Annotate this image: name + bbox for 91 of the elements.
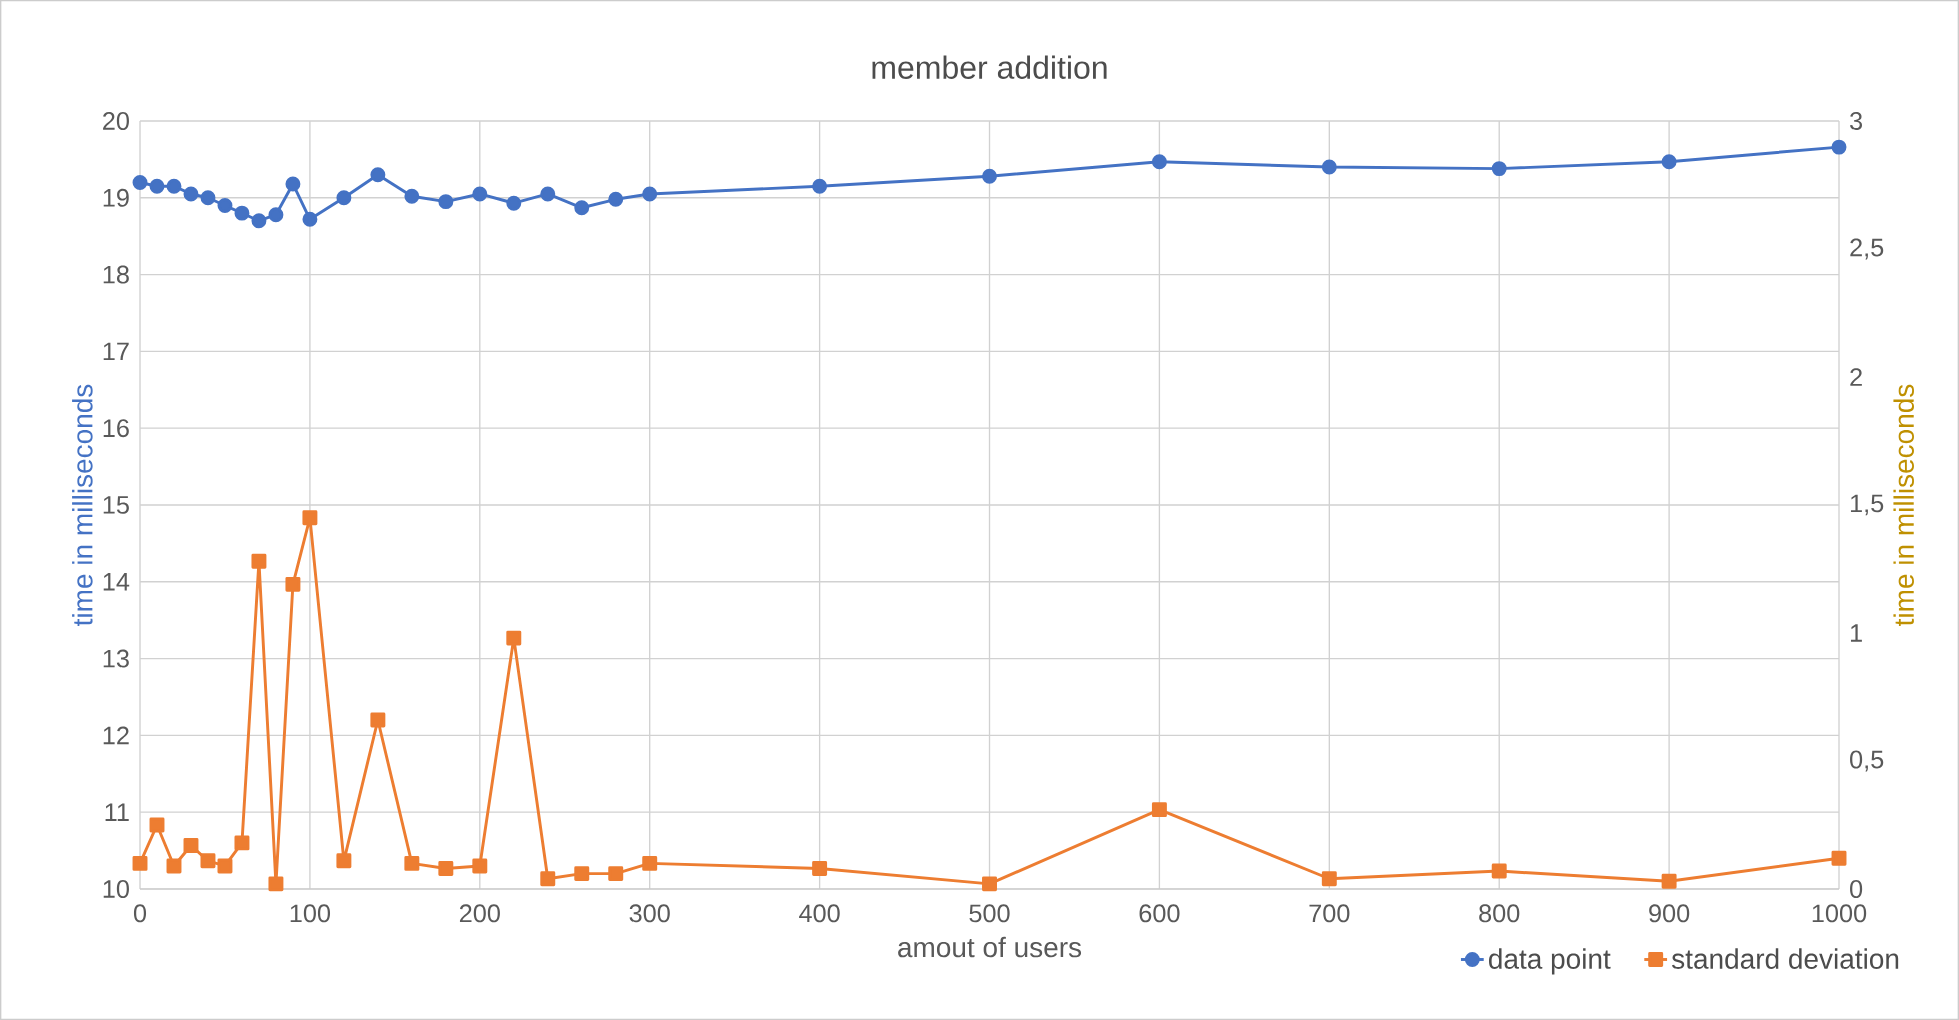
point (540, 186, 556, 202)
point (336, 190, 352, 206)
y-tick-label: 14 (103, 573, 130, 591)
point (370, 712, 386, 728)
point (251, 553, 267, 569)
point (217, 198, 233, 213)
x-tick-label: 1000 (1812, 904, 1867, 923)
y-tick-label: 20 (103, 112, 129, 130)
point (370, 167, 386, 183)
point (540, 871, 556, 887)
point (1491, 863, 1507, 879)
y2-tick-label: 0 (1850, 880, 1863, 898)
point (166, 858, 182, 874)
point (1831, 139, 1847, 155)
point (404, 188, 420, 204)
point (982, 168, 997, 184)
y2-tick-label: 1,5 (1850, 494, 1884, 516)
x-tick-label: 200 (459, 904, 500, 923)
legend-label: standard deviation (1671, 948, 1899, 969)
point (132, 855, 148, 871)
point (183, 186, 199, 202)
point (166, 178, 182, 194)
y2-axis-title: time in milliseconds (1893, 384, 1914, 626)
y-tick-label: 11 (105, 803, 129, 821)
x-tick-label: 0 (133, 904, 147, 923)
point (438, 194, 454, 210)
point (1151, 154, 1167, 170)
point (132, 174, 148, 190)
point (438, 861, 454, 876)
point (506, 195, 522, 211)
point (404, 855, 420, 871)
point (234, 835, 250, 851)
point (1151, 802, 1167, 818)
y2-tick-label: 2,5 (1850, 238, 1884, 260)
y2-tick-label: 1 (1850, 624, 1862, 642)
point (1661, 873, 1677, 889)
x-axis-title: amout of users (898, 936, 1082, 958)
x-tick-label: 800 (1479, 904, 1520, 923)
point (1831, 850, 1847, 866)
chart-title: member addition (872, 55, 1107, 79)
point (149, 178, 165, 194)
y-axis-title: time in milliseconds (72, 384, 93, 626)
point (1321, 159, 1337, 175)
y2-tick-label: 0,5 (1850, 750, 1884, 772)
point (642, 186, 658, 202)
point (642, 855, 658, 871)
point (200, 190, 216, 206)
y-tick-label: 10 (103, 880, 129, 898)
y-tick-label: 15 (103, 496, 129, 514)
point (608, 866, 624, 882)
point (1321, 871, 1337, 887)
y-tick-label: 16 (103, 419, 129, 438)
y-tick-label: 17 (103, 342, 129, 361)
point (1661, 154, 1677, 170)
point (234, 205, 250, 221)
point (812, 178, 828, 194)
point (285, 576, 301, 592)
x-tick-label: 700 (1309, 904, 1350, 923)
point (608, 191, 624, 207)
y-tick-label: 18 (103, 265, 129, 284)
x-tick-label: 100 (290, 904, 331, 923)
point (472, 186, 488, 202)
x-tick-label: 600 (1139, 904, 1180, 923)
point (149, 817, 165, 833)
point (200, 853, 216, 869)
point (574, 866, 590, 882)
point (506, 630, 522, 646)
point (1491, 161, 1507, 177)
point (285, 176, 301, 192)
point (302, 510, 318, 526)
x-tick-label: 500 (969, 904, 1010, 923)
point (812, 861, 828, 876)
point (268, 207, 284, 223)
legend-label: data point (1489, 948, 1611, 975)
x-tick-label: 900 (1649, 904, 1690, 923)
point (183, 837, 199, 853)
point (472, 858, 488, 874)
point (217, 858, 233, 874)
point (982, 876, 997, 892)
y2-tick-label: 3 (1850, 112, 1863, 130)
y2-tick-label: 2 (1850, 368, 1862, 386)
y-tick-label: 12 (103, 726, 129, 745)
point (574, 200, 590, 216)
x-tick-label: 400 (799, 904, 840, 923)
point (336, 853, 352, 869)
y-tick-label: 13 (103, 649, 129, 668)
x-tick-label: 300 (629, 904, 670, 923)
point (251, 213, 267, 229)
y-tick-label: 19 (103, 188, 129, 207)
point (268, 876, 284, 892)
point (302, 211, 318, 227)
